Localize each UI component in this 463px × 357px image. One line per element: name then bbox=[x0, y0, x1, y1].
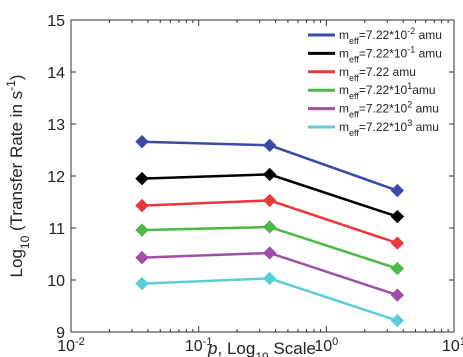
data-point bbox=[390, 261, 405, 276]
plot-frame bbox=[70, 19, 455, 333]
legend-sup: 2 bbox=[407, 100, 412, 110]
x-tick-exponent: 0 bbox=[332, 336, 338, 348]
y-title-mid: (Transfer Rate in s bbox=[7, 91, 26, 236]
legend-label: meff=7.22*103 amu bbox=[339, 118, 439, 138]
data-point bbox=[262, 246, 277, 260]
series bbox=[135, 134, 405, 198]
legend-label: meff=7.22*101amu bbox=[339, 81, 436, 101]
legend-value: =7.22*10 bbox=[359, 46, 408, 60]
legend-value: =7.22*10 bbox=[359, 120, 408, 134]
series bbox=[135, 246, 405, 302]
legend-unit: amu bbox=[415, 28, 442, 42]
legend-base: m bbox=[339, 46, 349, 60]
legend-unit: amu bbox=[412, 120, 439, 134]
legend-base: m bbox=[339, 28, 349, 42]
data-point bbox=[262, 138, 277, 153]
data-point bbox=[135, 171, 149, 186]
x-title-italic: p bbox=[207, 339, 217, 357]
data-point bbox=[135, 276, 149, 291]
x-tick-label: 100 bbox=[314, 336, 338, 355]
legend-value: =7.22*10 bbox=[359, 102, 408, 116]
x-tick-base: 10 bbox=[442, 338, 460, 355]
y-title-sup: -1 bbox=[4, 80, 18, 91]
y-tick-label: 14 bbox=[47, 65, 65, 82]
x-tick-label: 101 bbox=[442, 336, 463, 355]
x-title-suffix: Scale bbox=[269, 339, 316, 357]
legend-value: =7.22*10 bbox=[359, 28, 408, 42]
y-tick-label: 13 bbox=[47, 117, 65, 134]
x-tick-exponent: 1 bbox=[460, 336, 463, 348]
x-tick-label: 10-1 bbox=[185, 336, 213, 355]
y-tick-label: 9 bbox=[56, 325, 65, 342]
series bbox=[135, 271, 405, 328]
legend-label: meff=7.22*102 amu bbox=[339, 100, 439, 120]
legend-label: meff=7.22*10-2 amu bbox=[339, 26, 442, 46]
legend-unit: amu bbox=[389, 65, 416, 79]
series bbox=[135, 220, 405, 276]
legend-label: meff=7.22*10-1 amu bbox=[339, 44, 442, 64]
data-point bbox=[390, 313, 405, 328]
legend-sup: -1 bbox=[407, 44, 415, 54]
series bbox=[135, 167, 405, 224]
legend-value: =7.22*10 bbox=[359, 83, 408, 97]
legend-label: meff=7.22 amu bbox=[339, 65, 416, 83]
y-tick-label: 12 bbox=[47, 169, 65, 186]
x-title-mid: , Log bbox=[218, 339, 256, 357]
x-tick-base: 10 bbox=[57, 338, 75, 355]
data-point bbox=[262, 193, 277, 208]
legend-sub: eff bbox=[349, 128, 359, 138]
legend-base: m bbox=[339, 65, 349, 79]
legend-base: m bbox=[339, 102, 349, 116]
data-point bbox=[262, 167, 277, 182]
legend-value: =7.22 bbox=[359, 65, 390, 79]
data-point bbox=[390, 183, 405, 198]
legend-base: m bbox=[339, 120, 349, 134]
legend-sup: 1 bbox=[407, 81, 412, 91]
legend-unit: amu bbox=[412, 83, 435, 97]
data-point bbox=[390, 209, 405, 224]
x-tick-exponent: -2 bbox=[75, 336, 85, 348]
data-point bbox=[135, 250, 149, 265]
y-title-sub: 10 bbox=[18, 235, 32, 249]
legend-unit: amu bbox=[412, 102, 439, 116]
legend-sub: eff bbox=[349, 110, 359, 120]
y-tick-label: 15 bbox=[47, 13, 65, 30]
legend-sup: -2 bbox=[407, 26, 415, 36]
legend-sup: 3 bbox=[407, 118, 412, 128]
data-point bbox=[135, 134, 149, 149]
y-tick-label: 10 bbox=[47, 273, 65, 290]
x-tick-base: 10 bbox=[185, 338, 203, 355]
legend-sub: eff bbox=[349, 36, 359, 46]
series-layer bbox=[135, 134, 405, 328]
y-title-suffix: ) bbox=[7, 75, 26, 81]
data-point bbox=[390, 288, 405, 302]
legend-unit: amu bbox=[415, 46, 442, 60]
data-point bbox=[135, 223, 149, 237]
legend-sub: eff bbox=[349, 91, 359, 101]
series bbox=[135, 193, 405, 250]
data-point bbox=[262, 220, 277, 234]
legend-sub: eff bbox=[349, 73, 359, 83]
y-axis-title: Log10 (Transfer Rate in s-1) bbox=[4, 75, 32, 278]
y-tick-label: 11 bbox=[48, 221, 65, 238]
x-title-sub: 10 bbox=[255, 350, 269, 357]
x-tick-exponent: -1 bbox=[203, 336, 213, 348]
x-axis-title: p, Log10 Scale bbox=[207, 339, 316, 357]
legend-sub: eff bbox=[349, 54, 359, 64]
x-tick-base: 10 bbox=[314, 338, 332, 355]
legend-base: m bbox=[339, 83, 349, 97]
data-point bbox=[390, 236, 405, 250]
data-point bbox=[135, 198, 149, 213]
y-title-prefix: Log bbox=[7, 249, 26, 277]
x-tick-label: 10-2 bbox=[57, 336, 85, 355]
data-point bbox=[262, 271, 277, 286]
